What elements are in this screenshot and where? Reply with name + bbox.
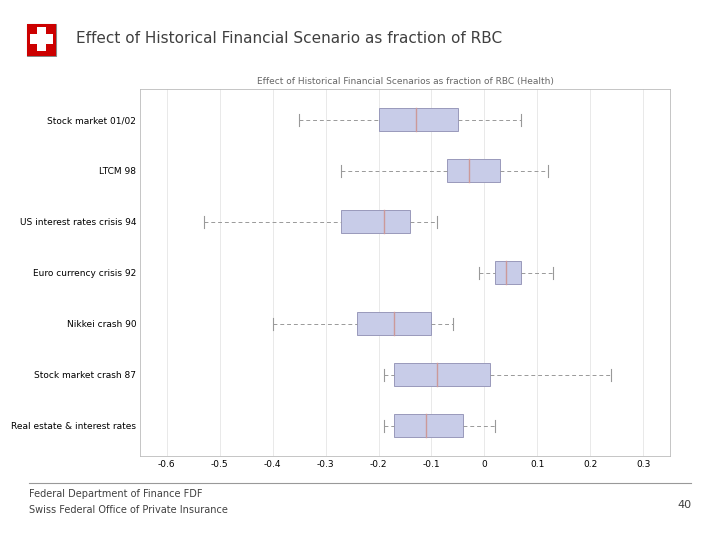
Bar xyxy=(395,363,490,386)
FancyBboxPatch shape xyxy=(27,24,56,56)
Text: 40: 40 xyxy=(677,500,691,510)
Bar xyxy=(395,414,463,437)
Bar xyxy=(495,261,521,284)
Bar xyxy=(357,312,431,335)
Text: Federal Department of Finance FDF: Federal Department of Finance FDF xyxy=(29,489,202,499)
Text: Effect of Historical Financial Scenario as fraction of RBC: Effect of Historical Financial Scenario … xyxy=(76,31,502,46)
Bar xyxy=(37,27,46,51)
Bar xyxy=(447,159,500,182)
Bar xyxy=(341,210,410,233)
Bar xyxy=(30,34,53,44)
Title: Effect of Historical Financial Scenarios as fraction of RBC (Health): Effect of Historical Financial Scenarios… xyxy=(256,77,554,85)
Bar xyxy=(379,108,458,131)
Text: Swiss Federal Office of Private Insurance: Swiss Federal Office of Private Insuranc… xyxy=(29,505,228,515)
